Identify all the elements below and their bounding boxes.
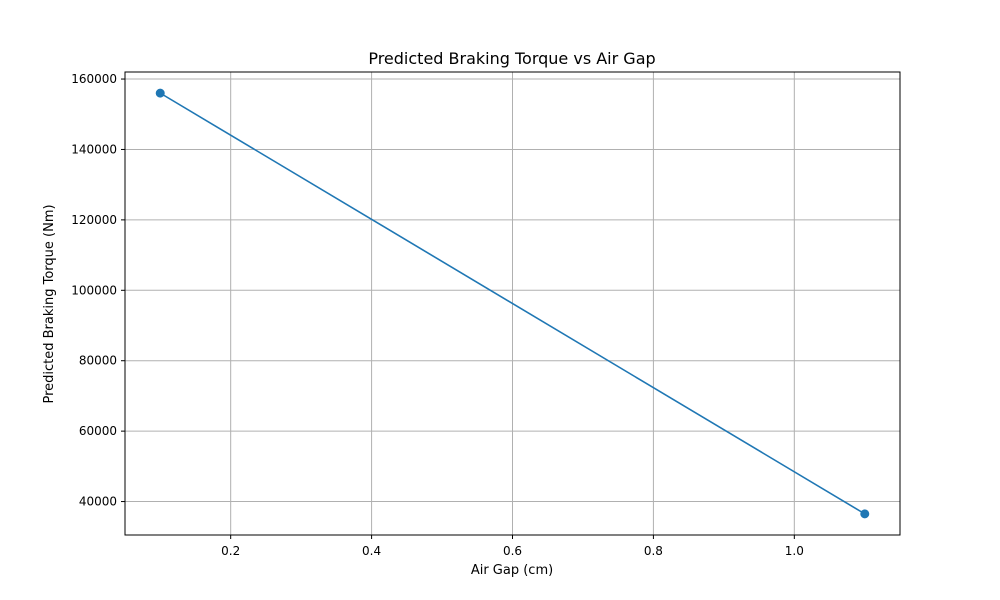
x-tick-label: 0.4 xyxy=(362,544,381,558)
x-tick-label: 0.8 xyxy=(644,544,663,558)
y-axis-label: Predicted Braking Torque (Nm) xyxy=(42,204,57,403)
x-axis-ticks: 0.2 0.4 0.6 0.8 1.0 xyxy=(221,535,804,558)
y-tick-label: 100000 xyxy=(71,283,117,297)
y-tick-label: 160000 xyxy=(71,72,117,86)
x-tick-label: 1.0 xyxy=(785,544,804,558)
x-axis-label: Air Gap (cm) xyxy=(471,563,553,578)
x-tick-label: 0.2 xyxy=(221,544,240,558)
y-tick-label: 80000 xyxy=(79,354,117,368)
y-tick-label: 120000 xyxy=(71,213,117,227)
y-axis-ticks: 40000 60000 80000 100000 120000 140000 160000 xyxy=(71,72,125,509)
data-point xyxy=(860,509,870,519)
y-tick-label: 140000 xyxy=(71,142,117,156)
y-tick-label: 60000 xyxy=(79,424,117,438)
chart-title: Predicted Braking Torque vs Air Gap xyxy=(368,49,655,68)
series-layer xyxy=(155,88,870,519)
y-tick-label: 40000 xyxy=(79,495,117,509)
x-tick-label: 0.6 xyxy=(503,544,522,558)
series-line xyxy=(159,92,866,515)
data-point xyxy=(155,88,165,98)
